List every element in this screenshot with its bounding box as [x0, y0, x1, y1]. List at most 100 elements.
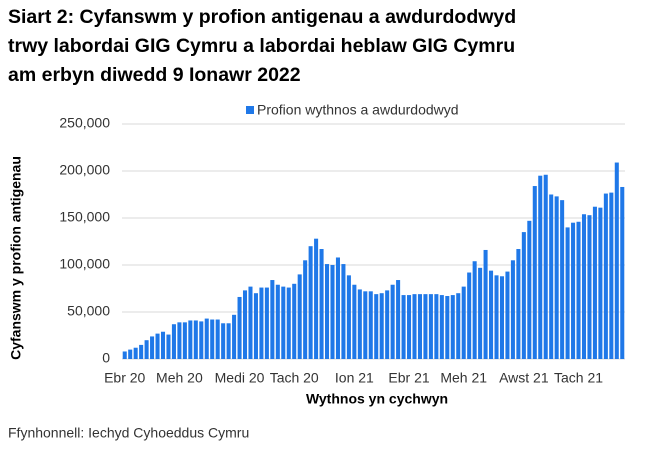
bar [128, 349, 133, 359]
bar [341, 264, 346, 359]
bar [571, 222, 576, 359]
chart-title: trwy labordai GIG Cymru a labordai hebla… [8, 35, 515, 57]
x-tick-label: Medi 20 [215, 370, 265, 386]
bar [155, 333, 160, 359]
bar [576, 221, 581, 359]
legend-swatch [246, 106, 254, 114]
bar [330, 265, 335, 359]
bar [407, 295, 412, 359]
bar [182, 322, 187, 359]
bar [232, 314, 237, 359]
bar [253, 293, 258, 359]
bar [521, 232, 526, 359]
bar [543, 174, 548, 359]
bar [160, 331, 166, 359]
bar [467, 272, 472, 359]
bar [199, 321, 204, 359]
bar [461, 286, 466, 359]
x-tick-label: Ebr 21 [388, 370, 429, 386]
bar [242, 290, 248, 359]
chart-title: Siart 2: Cyfanswm y profion antigenau a … [8, 6, 516, 28]
bar [144, 340, 149, 359]
bar [270, 280, 275, 359]
bar [314, 238, 319, 359]
x-tick-label: Awst 21 [499, 370, 549, 386]
bar [428, 294, 433, 359]
x-tick-label: Meh 21 [440, 370, 487, 386]
y-tick-label: 0 [102, 350, 110, 366]
bar [499, 276, 505, 359]
bar [450, 295, 455, 359]
bar [423, 294, 428, 359]
bar [171, 324, 176, 359]
bar [505, 271, 510, 359]
y-tick-label: 150,000 [59, 209, 110, 225]
bar [248, 286, 253, 359]
bar [352, 284, 357, 359]
legend-label: Profion wythnos a awdurdodwyd [257, 102, 459, 118]
y-tick-label: 250,000 [59, 115, 110, 131]
bar [226, 323, 231, 359]
bar [133, 347, 138, 359]
bar [439, 295, 444, 359]
bar [456, 293, 461, 359]
bar [527, 220, 532, 359]
bar [188, 320, 193, 359]
bar [210, 319, 215, 359]
bar [516, 249, 521, 359]
bar [483, 249, 488, 359]
bar [614, 162, 619, 359]
bar [335, 257, 340, 359]
bar [401, 295, 406, 359]
bar [308, 246, 313, 359]
bar [303, 260, 308, 359]
bar [363, 291, 368, 359]
bar [620, 186, 625, 359]
chart-title: am erbyn diwedd 9 Ionawr 2022 [8, 64, 301, 86]
x-tick-label: Tach 20 [270, 370, 319, 386]
bar [538, 175, 543, 359]
x-axis-title: Wythnos yn cychwyn [306, 391, 448, 407]
bar [368, 291, 373, 359]
bar [286, 287, 291, 359]
bar [259, 287, 264, 359]
bar [122, 351, 127, 359]
bar [478, 267, 483, 359]
y-tick-label: 100,000 [59, 256, 110, 272]
bar [549, 194, 554, 359]
y-axis-title: Cyfanswm y profion antigenau [8, 156, 24, 360]
x-tick-label: Ebr 20 [104, 370, 145, 386]
bar [193, 320, 198, 359]
x-tick-label: Ion 21 [335, 370, 374, 386]
bar [297, 274, 302, 359]
bar [598, 207, 603, 359]
bar [275, 284, 280, 359]
bar [587, 215, 592, 359]
x-tick-label: Tach 21 [554, 370, 603, 386]
bar [221, 323, 226, 359]
bar [396, 280, 401, 359]
bar [472, 261, 477, 359]
bar [319, 249, 324, 359]
bar [346, 275, 351, 359]
bar [139, 344, 144, 359]
y-tick-label: 200,000 [59, 162, 110, 178]
bar [385, 290, 390, 359]
source: Ffynhonnell: Iechyd Cyhoeddus Cymru [8, 425, 249, 441]
bar [325, 264, 330, 359]
bar [445, 296, 450, 359]
bar [281, 286, 286, 359]
bar [592, 206, 597, 359]
bar [374, 294, 379, 359]
bar [237, 296, 242, 359]
bar [379, 293, 384, 359]
bar [150, 336, 155, 359]
bar [581, 214, 587, 359]
bar [215, 319, 220, 359]
bar [417, 294, 422, 359]
bar [204, 318, 209, 359]
bar [264, 287, 269, 359]
bar [357, 289, 362, 359]
bar [494, 275, 499, 359]
